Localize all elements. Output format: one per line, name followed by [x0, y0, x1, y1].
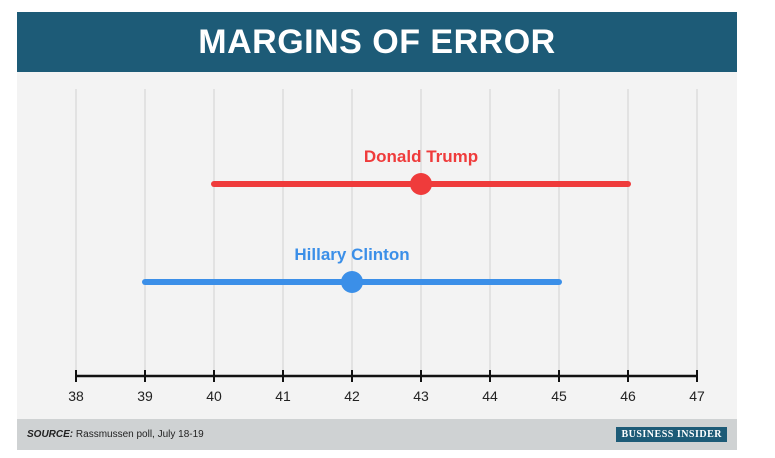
x-tick-label-38: 38 [68, 388, 84, 404]
x-tick-label-43: 43 [413, 388, 429, 404]
x-tick-label-45: 45 [551, 388, 567, 404]
hillary-clinton-label: Hillary Clinton [294, 245, 409, 264]
donald-trump-point [410, 173, 432, 195]
business-insider-logo: BUSINESS INSIDER [616, 427, 727, 442]
x-tick-label-42: 42 [344, 388, 360, 404]
source-label: SOURCE: [27, 429, 74, 440]
error-bar-chart: 38 39 40 41 42 43 44 45 46 47 Donald Trump Hillary … [68, 89, 705, 404]
x-tick-label-46: 46 [620, 388, 636, 404]
x-tick-label-44: 44 [482, 388, 498, 404]
x-tick-label-47: 47 [689, 388, 705, 404]
donald-trump-label: Donald Trump [364, 147, 478, 166]
chart-footer: SOURCE: Rassmussen poll, July 18-19 BUSI… [17, 419, 737, 450]
chart-header: MARGINS OF ERROR [17, 12, 737, 72]
source-note: SOURCE: Rassmussen poll, July 18-19 [27, 429, 204, 440]
plot-area: 38 39 40 41 42 43 44 45 46 47 Donald Trump Hillary … [17, 72, 737, 419]
chart-card: MARGINS OF ERROR 38 39 40 41 42 43 44 45 46 47 Don… [17, 12, 737, 450]
hillary-clinton-point [341, 271, 363, 293]
x-tick-label-40: 40 [206, 388, 222, 404]
source-text: Rassmussen poll, July 18-19 [75, 429, 204, 440]
chart-title: MARGINS OF ERROR [198, 22, 556, 61]
x-tick-label-39: 39 [137, 388, 153, 404]
x-tick-label-41: 41 [275, 388, 291, 404]
